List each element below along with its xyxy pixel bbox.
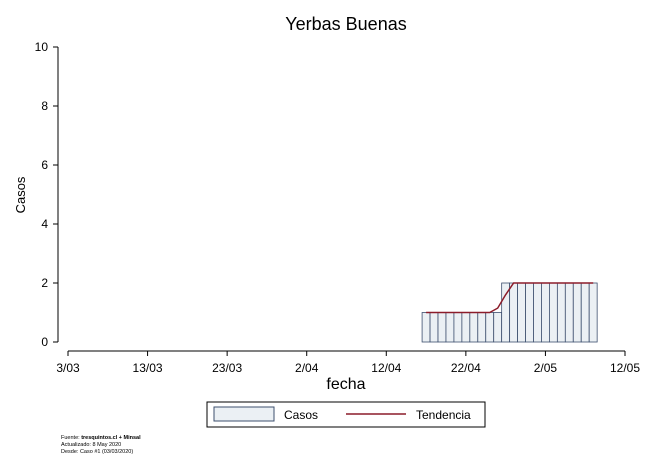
bar	[580, 282, 590, 343]
bar	[541, 282, 550, 343]
y-tick-label: 4	[41, 217, 48, 231]
bar	[588, 282, 598, 343]
bar	[525, 282, 534, 343]
x-tick-label: 22/04	[451, 361, 481, 375]
bar	[493, 312, 503, 343]
bar	[517, 282, 526, 343]
bar	[485, 312, 495, 343]
footer-source: Fuente: tresquintos.cl + Minsal	[61, 435, 141, 441]
chart-title: Yerbas Buenas	[285, 14, 406, 34]
bar	[549, 282, 558, 343]
bar	[564, 282, 574, 343]
legend-tendencia-label: Tendencia	[416, 408, 471, 422]
plot-area: 0 2 4 6 8 10 3/03 13/03 23/03 2/04 12/04 22/04 2/05 1…	[35, 40, 641, 375]
bar	[469, 312, 479, 343]
footer-since: Desde: Caso #1 (03/03/2020)	[61, 449, 134, 455]
legend-casos-swatch	[213, 406, 275, 422]
x-axis-label: fecha	[326, 376, 365, 393]
x-tick-label: 3/03	[56, 361, 80, 375]
legend-casos-label: Casos	[284, 408, 318, 422]
y-tick-label: 6	[41, 158, 48, 172]
bar	[533, 282, 542, 343]
legend: Casos Tendencia	[206, 401, 486, 428]
y-axis-label: Casos	[13, 176, 28, 213]
bar	[429, 312, 439, 343]
bar	[572, 282, 582, 343]
x-tick-label: 12/04	[371, 361, 401, 375]
bar	[509, 282, 518, 343]
x-tick-label: 2/05	[534, 361, 558, 375]
x-tick-label: 13/03	[133, 361, 163, 375]
y-tick-label: 0	[41, 335, 48, 349]
bar	[477, 312, 487, 343]
bar	[461, 312, 471, 343]
bar	[437, 312, 447, 343]
bar	[453, 312, 463, 343]
bar	[445, 312, 455, 343]
x-tick-label: 12/05	[610, 361, 640, 375]
bar	[421, 312, 431, 343]
bar	[556, 282, 566, 343]
source-footer: Fuente: tresquintos.cl + Minsal Actualiz…	[61, 435, 141, 456]
x-tick-label: 23/03	[212, 361, 242, 375]
y-tick-label: 8	[41, 99, 48, 113]
trend-line	[426, 282, 594, 314]
y-tick-label: 2	[41, 276, 48, 290]
footer-updated: Actualizado: 8 May 2020	[61, 442, 122, 448]
x-tick-label: 2/04	[295, 361, 319, 375]
y-tick-label: 10	[35, 40, 49, 54]
